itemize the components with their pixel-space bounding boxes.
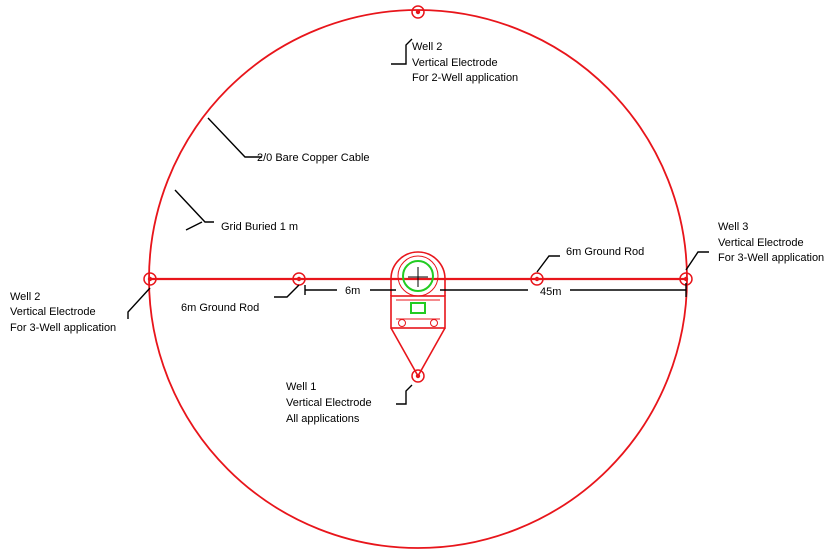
label-grid-buried: Grid Buried 1 m	[221, 221, 298, 233]
leader-well-2-left	[127, 287, 151, 319]
label-ground-rod-left: 6m Ground Rod	[181, 302, 259, 314]
label-dimension-45m: 45m	[540, 286, 561, 298]
label-well-2-left: Well 2 Vertical Electrode For 3-Well app…	[10, 291, 116, 334]
label-copper-cable: 2/0 Bare Copper Cable	[257, 152, 370, 164]
ground-rod-right-marker	[530, 272, 544, 286]
leader-cable	[207, 117, 262, 158]
label-well-3: Well 3 Vertical Electrode For 3-Well app…	[718, 221, 824, 264]
label-well-1: Well 1 Vertical Electrode All applicatio…	[286, 381, 375, 425]
leader-ground-rod-left	[274, 284, 300, 298]
leader-well-1	[396, 384, 413, 405]
wellhead-equipment-pad	[390, 251, 446, 377]
leader-well-3	[685, 251, 709, 271]
dimension-45m	[440, 283, 687, 297]
label-dimension-6m: 6m	[345, 285, 360, 297]
leader-grid-buried-2	[185, 221, 203, 231]
well-2-left-electrode	[143, 272, 157, 286]
leader-grid-buried-1	[174, 189, 214, 223]
label-ground-rod-right: 6m Ground Rod	[566, 246, 644, 258]
leader-ground-rod-right	[536, 255, 560, 273]
dimension-6m	[304, 285, 396, 295]
label-well-2-top: Well 2 Vertical Electrode For 2-Well app…	[412, 41, 518, 84]
well-2-top-electrode	[411, 5, 425, 19]
leader-well-2-top	[391, 38, 413, 65]
